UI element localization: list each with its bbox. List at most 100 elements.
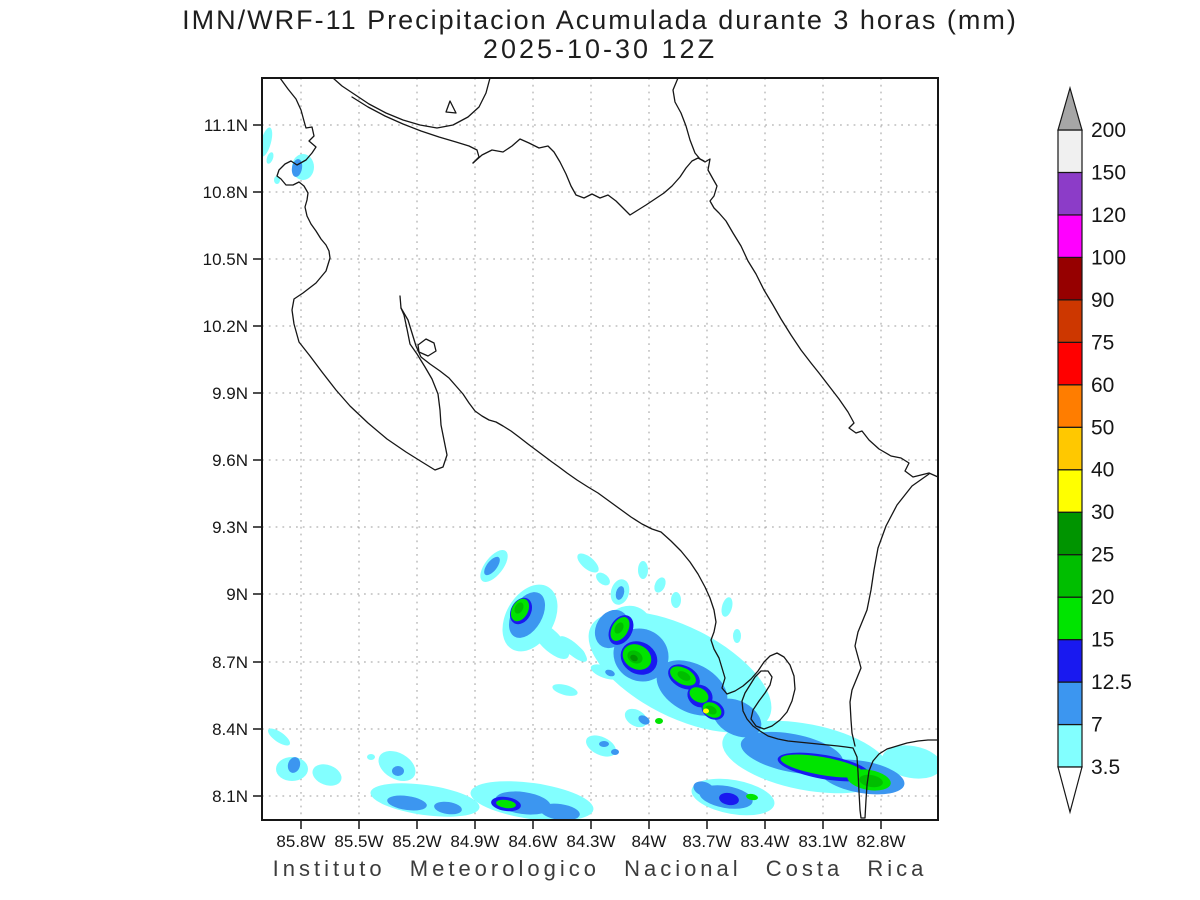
colorbar-segment: [1057, 384, 1083, 428]
colorbar-segment: [1057, 681, 1083, 726]
precip-cell: [514, 602, 524, 614]
colorbar-segment: [1057, 469, 1083, 513]
colorbar-segment: [1057, 511, 1083, 556]
precip-cell: [882, 745, 938, 779]
precip-cell: [677, 671, 691, 681]
coastline-path: [351, 96, 480, 164]
lon-tick-label: 83.7W: [682, 832, 731, 851]
coastline-path: [417, 338, 437, 357]
colorbar-label: 60: [1091, 374, 1114, 397]
lat-tick-label: 8.7N: [212, 653, 248, 672]
lon-tick-label: 84.3W: [566, 832, 615, 851]
lat-tick-label: 11.1N: [204, 116, 248, 135]
lat-tick-label: 10.8N: [203, 183, 248, 202]
colorbar-label: 75: [1091, 331, 1114, 354]
colorbar-label: 25: [1091, 544, 1114, 567]
colorbar-label: 20: [1091, 586, 1114, 609]
colorbar-label: 30: [1091, 501, 1114, 524]
precip-cell: [712, 698, 762, 738]
colorbar-label: 120: [1091, 204, 1126, 227]
precip-cell: [611, 749, 619, 755]
coastline-path: [400, 307, 938, 819]
colorbar-segment: [1057, 341, 1083, 386]
precip-cell: [630, 654, 638, 662]
colorbar-label: 200: [1091, 119, 1126, 142]
precip-cell: [577, 553, 599, 573]
precip-cell: [392, 766, 404, 776]
coastline-path: [445, 100, 457, 114]
precipitation-layer: [262, 127, 938, 820]
graticule-grid: [262, 78, 938, 820]
precip-cell: [733, 629, 741, 643]
precip-cell: [719, 792, 739, 806]
colorbar-segment: [1057, 129, 1083, 174]
axis-ticks: [253, 124, 882, 829]
precip-cell: [605, 669, 615, 677]
lat-tick-label: 9.6N: [212, 451, 248, 470]
colorbar-label: 150: [1091, 161, 1126, 184]
precip-cell: [746, 793, 758, 801]
coastline-path: [472, 138, 705, 216]
lon-tick-label: 82.8W: [856, 832, 905, 851]
lat-tick-label: 10.2N: [203, 317, 248, 336]
lon-tick-label: 85.8W: [276, 832, 325, 851]
colorbar-label: 12.5: [1091, 671, 1132, 694]
precip-cell: [266, 152, 274, 164]
coastline-path: [276, 78, 448, 471]
lat-tick-label: 9.3N: [212, 518, 248, 537]
precip-cell: [267, 728, 291, 746]
lon-tick-label: 83.1W: [798, 832, 847, 851]
precip-cell: [370, 783, 480, 817]
page-title: IMN/WRF-11 Precipitacion Acumulada duran…: [182, 5, 1018, 35]
colorbar-segment: [1057, 426, 1083, 471]
colorbar-segment: [1057, 723, 1083, 768]
colorbar-segment: [1057, 596, 1083, 641]
coastline-path: [332, 78, 491, 129]
lat-tick-label: 9N: [226, 585, 248, 604]
colorbar: [1057, 85, 1083, 815]
colorbar-segment: [1057, 554, 1083, 598]
lon-tick-label: 85.2W: [392, 832, 441, 851]
lat-tick-label: 8.1N: [212, 787, 248, 806]
colorbar-segment: [1057, 638, 1083, 683]
precip-cell: [530, 620, 570, 660]
precip-cell: [703, 708, 709, 714]
precip-cell: [367, 754, 375, 760]
precip-cell: [434, 801, 462, 815]
institution-caption: Instituto Meteorologico Nacional Costa R…: [272, 856, 928, 881]
colorbar-segment: [1057, 171, 1083, 216]
lon-tick-label: 85.5W: [334, 832, 383, 851]
precip-cell: [693, 781, 715, 797]
precip-cell: [387, 795, 427, 811]
precip-cell: [671, 592, 681, 608]
precip-cell: [554, 638, 586, 658]
colorbar-label: 40: [1091, 459, 1114, 482]
precip-cell: [654, 577, 666, 593]
colorbar-arrow-down-icon: [1057, 766, 1083, 815]
precip-cell: [638, 561, 648, 579]
precip-cell: [274, 176, 280, 184]
colorbar-arrow-up-icon: [1057, 85, 1083, 131]
precip-cell: [596, 572, 610, 586]
map-frame: [261, 77, 939, 821]
precip-cell: [540, 803, 580, 820]
lon-tick-label: 84.9W: [450, 832, 499, 851]
coastline-path: [672, 78, 938, 478]
precip-cell: [496, 799, 516, 809]
precip-cell: [615, 586, 625, 600]
precip-cell: [287, 757, 301, 773]
precip-cell: [721, 597, 733, 617]
axis-labels: 11.1N 10.8N 10.5N 10.2N 9.9N 9.6N 9.3N 9N 8.7N 8.…: [203, 116, 906, 851]
precip-cell: [859, 774, 883, 788]
colorbar-labels: 3.5 7 12.5 15 20 25 30 40 50 60 75 90 100 120 150 200: [1091, 119, 1132, 779]
precip-cell: [552, 684, 578, 696]
colorbar-label: 50: [1091, 416, 1114, 439]
precip-cell: [655, 718, 663, 724]
colorbar-label: 7: [1091, 714, 1103, 737]
colorbar-segment: [1057, 214, 1083, 259]
precip-cell: [780, 754, 864, 778]
colorbar-label: 100: [1091, 246, 1126, 269]
precip-cell: [638, 715, 650, 725]
